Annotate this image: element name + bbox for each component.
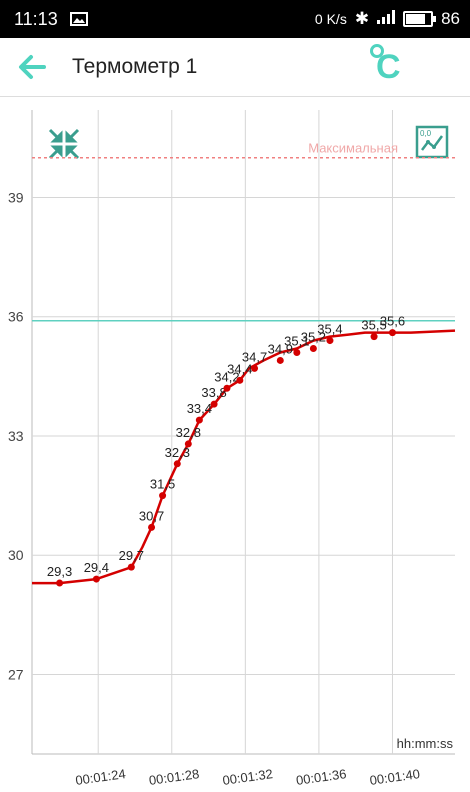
degree-symbol bbox=[370, 44, 384, 58]
data-label: 33,4 bbox=[187, 401, 212, 416]
data-label: 32,3 bbox=[165, 445, 190, 460]
data-point bbox=[326, 337, 334, 345]
plot-area: 39 36 33 30 27 00:01:24 00:01:28 00:01:32 00:01:… bbox=[8, 110, 456, 788]
data-label: 35,4 bbox=[317, 322, 342, 337]
data-label: 30,7 bbox=[139, 508, 164, 523]
battery-percent: 86 bbox=[441, 9, 460, 28]
battery-icon bbox=[403, 11, 437, 27]
x-axis-label: hh:mm:ss bbox=[397, 736, 454, 751]
celsius-letter: C bbox=[376, 48, 401, 86]
data-label: 34,4 bbox=[227, 361, 252, 376]
data-label: 29,3 bbox=[47, 564, 72, 579]
y-tick-label: 27 bbox=[8, 666, 24, 682]
data-label: 35,2 bbox=[301, 330, 326, 345]
temperature-chart: 0,0 39 36 33 30 27 00:01:24 00:01:28 00:01:32 00… bbox=[8, 110, 456, 788]
collapse-arrows-icon[interactable] bbox=[48, 128, 80, 160]
data-point bbox=[210, 400, 218, 408]
signal-icon bbox=[377, 9, 396, 29]
data-point bbox=[251, 364, 259, 372]
page-title: Термометр 1 bbox=[72, 55, 198, 78]
svg-text:0,0: 0,0 bbox=[420, 129, 432, 138]
y-tick-label: 39 bbox=[8, 189, 24, 205]
status-time: 11:13 bbox=[14, 9, 58, 29]
data-point bbox=[293, 348, 301, 356]
x-tick-label: 00:01:28 bbox=[148, 766, 200, 788]
data-label: 34,2 bbox=[214, 369, 239, 384]
data-point bbox=[92, 575, 100, 583]
data-point bbox=[127, 563, 135, 571]
arrow-left-icon[interactable] bbox=[16, 51, 48, 83]
data-label: 29,7 bbox=[119, 548, 144, 563]
data-point bbox=[309, 345, 317, 353]
data-point bbox=[184, 440, 192, 448]
data-point bbox=[173, 460, 181, 468]
x-tick-label: 00:01:40 bbox=[369, 766, 421, 788]
max-threshold-label: Максимальная bbox=[308, 141, 398, 156]
data-label: 34,7 bbox=[242, 349, 267, 364]
y-tick-label: 33 bbox=[8, 428, 24, 444]
data-label: 35,1 bbox=[284, 333, 309, 348]
data-point bbox=[56, 579, 64, 587]
data-point bbox=[148, 523, 156, 531]
temperature-series-line bbox=[32, 329, 456, 585]
data-label: 31,5 bbox=[150, 477, 175, 492]
x-tick-label: 00:01:36 bbox=[295, 766, 347, 788]
data-speed: 0 K/s bbox=[314, 11, 347, 27]
y-tick-label: 30 bbox=[8, 547, 24, 563]
data-point bbox=[159, 492, 167, 500]
data-label: 34,9 bbox=[268, 341, 293, 356]
data-label: 32,8 bbox=[176, 425, 201, 440]
x-tick-label: 00:01:24 bbox=[74, 766, 126, 788]
data-point bbox=[223, 384, 231, 392]
data-point bbox=[195, 416, 203, 424]
data-label: 29,4 bbox=[84, 560, 109, 575]
data-point bbox=[276, 356, 284, 364]
image-icon bbox=[70, 12, 88, 26]
app-bar: Термометр 1 C bbox=[0, 38, 470, 97]
data-label: 35,6 bbox=[380, 314, 405, 329]
celsius-icon[interactable]: C bbox=[368, 42, 412, 90]
status-right: 0 K/s ✱ 86 bbox=[315, 9, 460, 29]
data-point bbox=[236, 376, 244, 384]
data-label: 35,5 bbox=[361, 318, 386, 333]
data-point bbox=[388, 329, 396, 337]
data-label: 33,8 bbox=[201, 385, 226, 400]
y-tick-label: 36 bbox=[8, 309, 24, 325]
bluetooth-icon: ✱ bbox=[354, 9, 370, 28]
data-point bbox=[370, 333, 378, 341]
status-bar: 11:13 0 K/s ✱ 86 bbox=[0, 0, 470, 38]
x-tick-label: 00:01:32 bbox=[222, 766, 274, 788]
chart-line-icon[interactable]: 0,0 bbox=[415, 125, 449, 159]
